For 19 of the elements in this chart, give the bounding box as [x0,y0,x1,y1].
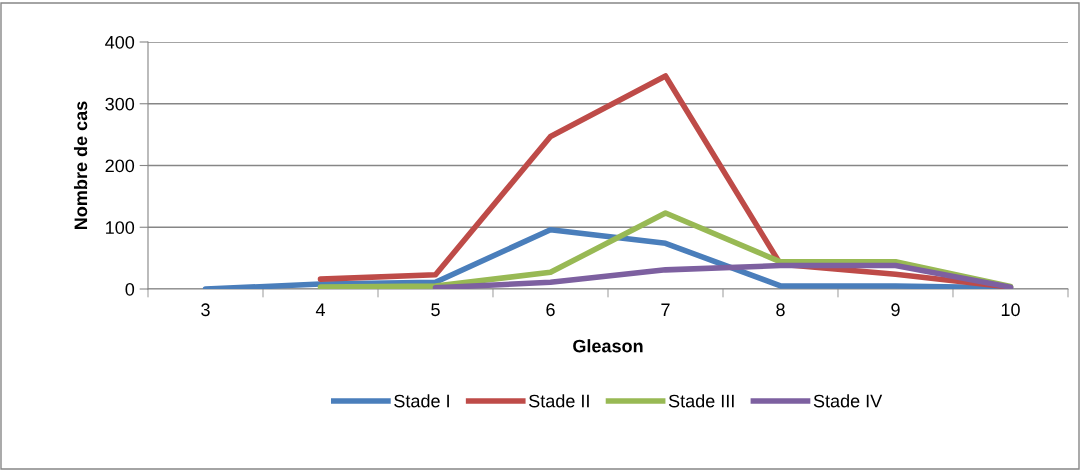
x-tick-label: 10 [1001,303,1020,317]
y-tick-label: 300 [105,97,135,111]
x-tick-label: 9 [891,303,900,317]
x-tick-label: 7 [661,303,670,316]
y-tick-label: 100 [106,221,135,234]
x-tick-label: 5 [431,303,440,317]
y-tick-label: 400 [105,35,135,49]
x-tick-label: 6 [546,303,555,317]
y-tick-label: 200 [105,159,135,173]
y-tick-label: 0 [125,282,135,296]
x-tick-label: 4 [315,303,325,316]
x-tick-label: 3 [201,303,210,317]
x-axis-title: Gleason [573,339,643,353]
legend-label: Stade IV [813,394,883,408]
legend-label: Stade III [668,394,734,408]
legend-label: Stade I [394,394,449,408]
x-tick-label: 8 [776,303,785,317]
y-axis-title: Nombre de cas [73,101,88,230]
legend-label: Stade II [529,394,589,408]
